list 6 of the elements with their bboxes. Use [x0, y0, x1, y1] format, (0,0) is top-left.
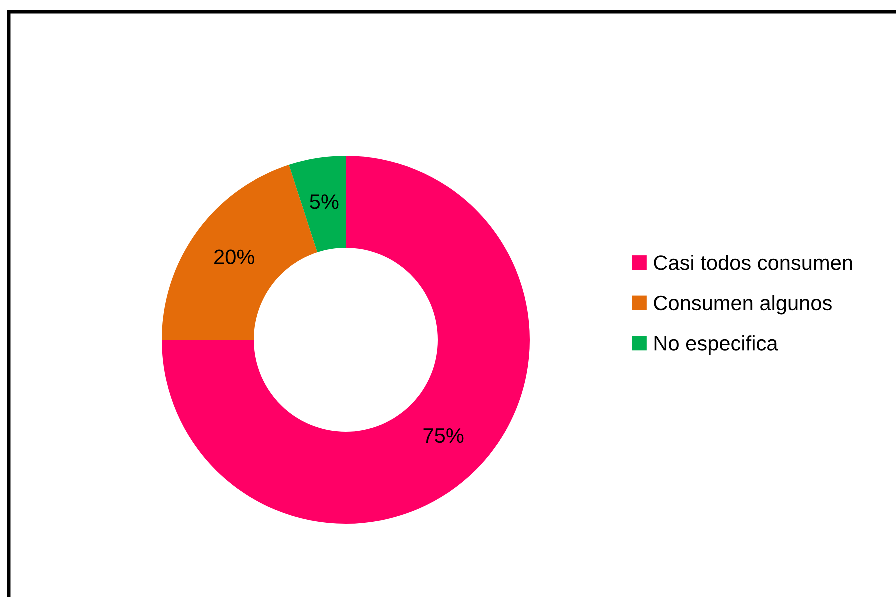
- data-label: 20%: [214, 250, 254, 264]
- legend-label: No especifica: [654, 336, 778, 355]
- data-label: 75%: [424, 428, 464, 444]
- legend-label: Casi todos consumen: [654, 255, 852, 270]
- data-label: 5%: [310, 194, 339, 210]
- legend-label: Consumen algunos: [654, 295, 832, 315]
